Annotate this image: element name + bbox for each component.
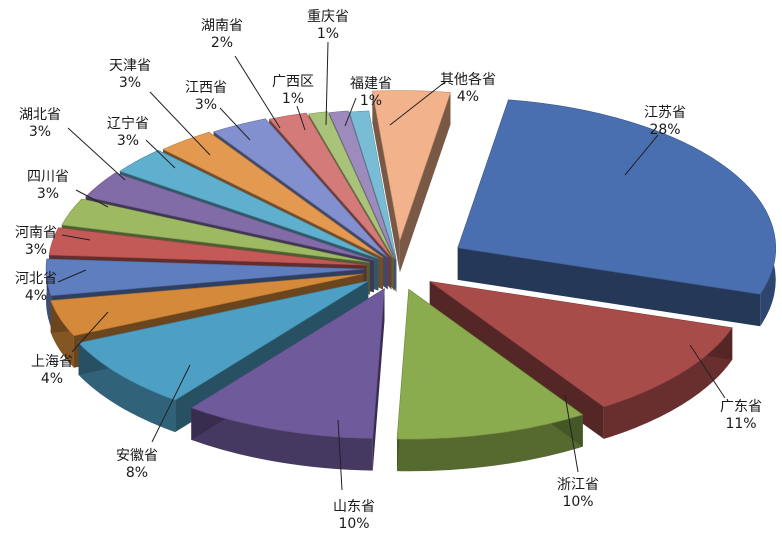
slice-1 bbox=[429, 281, 733, 408]
leader-line-16 bbox=[344, 97, 357, 127]
category-label-6: 河北省 bbox=[15, 271, 57, 287]
category-label-13: 湖南省 bbox=[201, 18, 243, 34]
slice-side-2 bbox=[397, 414, 583, 472]
leader-line-12 bbox=[219, 107, 251, 141]
leader-line-7 bbox=[61, 234, 91, 241]
slice-15 bbox=[328, 110, 396, 260]
value-label-6: 4% bbox=[25, 288, 47, 304]
value-label-5: 4% bbox=[41, 371, 63, 387]
leader-line-11 bbox=[149, 91, 211, 156]
leader-line-14 bbox=[296, 105, 306, 131]
slice-side-6 bbox=[46, 258, 52, 328]
slice-4 bbox=[77, 280, 369, 401]
slice-14 bbox=[308, 111, 394, 259]
slice-0 bbox=[457, 99, 777, 295]
category-label-17: 其他各省 bbox=[440, 72, 496, 88]
leader-line-9 bbox=[67, 127, 126, 181]
slice-12 bbox=[212, 118, 388, 258]
leader-line-5 bbox=[71, 311, 109, 353]
slice-6 bbox=[45, 258, 365, 297]
category-label-4: 安徽省 bbox=[116, 448, 158, 464]
leader-line-15 bbox=[325, 41, 329, 126]
leader-line-6 bbox=[57, 269, 87, 283]
value-label-9: 3% bbox=[29, 124, 51, 140]
value-label-0: 28% bbox=[649, 122, 680, 138]
value-label-14: 1% bbox=[282, 91, 304, 107]
value-label-2: 10% bbox=[562, 494, 593, 510]
category-label-16: 福建省 bbox=[350, 76, 392, 92]
leader-line-13 bbox=[234, 55, 281, 129]
value-label-3: 10% bbox=[338, 516, 369, 532]
value-label-15: 1% bbox=[317, 26, 339, 42]
slice-7 bbox=[48, 227, 367, 266]
leader-line-8 bbox=[75, 189, 109, 208]
slice-16 bbox=[349, 110, 397, 261]
value-label-10: 3% bbox=[117, 133, 139, 149]
leader-line-3 bbox=[337, 419, 343, 491]
slice-13 bbox=[268, 112, 392, 258]
category-label-3: 山东省 bbox=[333, 499, 375, 515]
slice-9 bbox=[85, 172, 374, 261]
value-label-7: 3% bbox=[25, 242, 47, 258]
slice-5 bbox=[50, 273, 364, 337]
value-label-13: 2% bbox=[211, 35, 233, 51]
slice-wall-17-0 bbox=[372, 91, 400, 273]
category-label-5: 上海省 bbox=[31, 354, 73, 370]
category-label-11: 天津省 bbox=[109, 58, 151, 74]
leader-line-1 bbox=[689, 344, 726, 399]
slice-side-1 bbox=[603, 327, 733, 439]
slice-8 bbox=[61, 198, 370, 263]
slice-3 bbox=[190, 288, 385, 439]
leader-line-4 bbox=[151, 364, 191, 443]
value-label-11: 3% bbox=[119, 75, 141, 91]
slice-tops bbox=[45, 90, 777, 440]
category-label-15: 重庆省 bbox=[307, 9, 349, 25]
leader-line-17 bbox=[389, 81, 446, 126]
data-labels: 江苏省28%广东省11%浙江省10%山东省10%安徽省8%上海省4%河北省4%河… bbox=[15, 9, 762, 532]
category-label-2: 浙江省 bbox=[557, 477, 599, 493]
leader-line-2 bbox=[564, 394, 579, 473]
slice-17 bbox=[372, 90, 451, 242]
category-label-14: 广西区 bbox=[272, 74, 314, 90]
leader-line-0 bbox=[624, 134, 659, 176]
value-label-16: 1% bbox=[360, 93, 382, 109]
category-label-8: 四川省 bbox=[27, 169, 69, 185]
category-label-1: 广东省 bbox=[720, 399, 762, 415]
slice-11 bbox=[162, 131, 384, 258]
category-label-7: 河南省 bbox=[15, 225, 57, 241]
category-label-12: 江西省 bbox=[185, 80, 227, 96]
leader-line-10 bbox=[145, 139, 176, 169]
slice-side-3 bbox=[191, 407, 373, 471]
slice-10 bbox=[119, 149, 379, 259]
category-label-0: 江苏省 bbox=[644, 105, 686, 121]
slice-wall-3-0 bbox=[372, 288, 385, 471]
slice-wall-17-1 bbox=[399, 92, 451, 273]
value-label-4: 8% bbox=[126, 465, 148, 481]
category-label-10: 辽宁省 bbox=[107, 115, 149, 132]
value-label-17: 4% bbox=[457, 89, 479, 105]
category-label-9: 湖北省 bbox=[19, 107, 61, 123]
value-label-1: 11% bbox=[725, 416, 756, 432]
value-label-8: 3% bbox=[37, 186, 59, 202]
slice-wall-0-1 bbox=[457, 247, 761, 327]
value-label-12: 3% bbox=[195, 97, 217, 113]
slice-2 bbox=[396, 288, 584, 440]
